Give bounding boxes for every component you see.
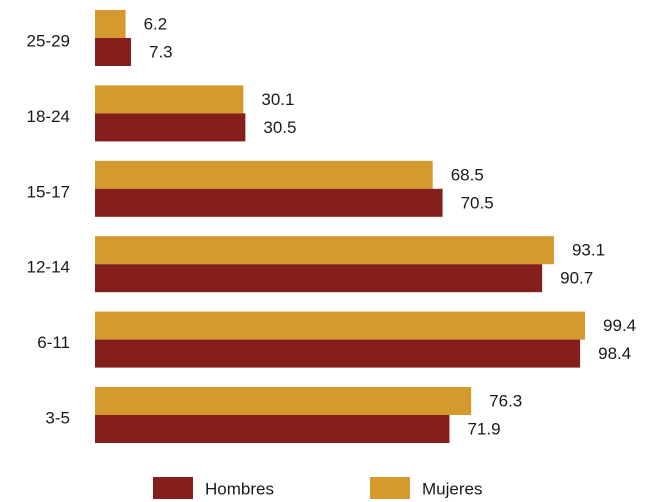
bar-hombres-12-14 [95,264,543,293]
legend-swatch-mujeres [370,477,410,499]
category-label-25-29: 25-29 [27,31,70,50]
category-label-18-24: 18-24 [27,107,70,126]
bar-mujeres-3-5 [95,387,472,415]
legend: Hombres Mujeres [153,477,482,499]
category-label-3-5: 3-5 [45,408,70,427]
value-label-mujeres-15-17: 68.5 [451,165,484,184]
value-label-hombres-6-11: 98.4 [598,344,631,363]
value-label-hombres-18-24: 30.5 [263,118,296,137]
legend-swatch-hombres [153,477,193,499]
value-label-mujeres-6-11: 99.4 [603,316,636,335]
bar-mujeres-15-17 [95,160,433,189]
bars-layer [95,10,586,443]
bar-hombres-6-11 [95,339,581,368]
bar-hombres-3-5 [95,415,450,443]
legend-label-hombres: Hombres [205,479,274,498]
value-label-hombres-15-17: 70.5 [461,193,494,212]
bar-mujeres-18-24 [95,85,244,114]
value-label-mujeres-18-24: 30.1 [261,90,294,109]
bar-hombres-18-24 [95,113,246,142]
category-label-12-14: 12-14 [27,258,70,277]
category-label-15-17: 15-17 [27,182,70,201]
bar-mujeres-25-29 [95,10,126,38]
legend-label-mujeres: Mujeres [422,479,482,498]
value-label-hombres-25-29: 7.3 [149,42,173,61]
value-label-mujeres-12-14: 93.1 [572,241,605,260]
labels-layer: 25-29 6.2 7.3 18-24 30.1 30.5 15-17 68.5 70.5 12-… [27,14,637,438]
value-label-mujeres-25-29: 6.2 [144,14,168,33]
value-label-hombres-12-14: 90.7 [560,269,593,288]
value-label-hombres-3-5: 71.9 [467,419,500,438]
value-label-mujeres-3-5: 76.3 [489,391,522,410]
category-label-6-11: 6-11 [37,333,70,352]
bar-mujeres-12-14 [95,236,554,265]
bar-hombres-15-17 [95,188,443,217]
bar-hombres-25-29 [95,38,131,66]
bar-mujeres-6-11 [95,311,586,340]
